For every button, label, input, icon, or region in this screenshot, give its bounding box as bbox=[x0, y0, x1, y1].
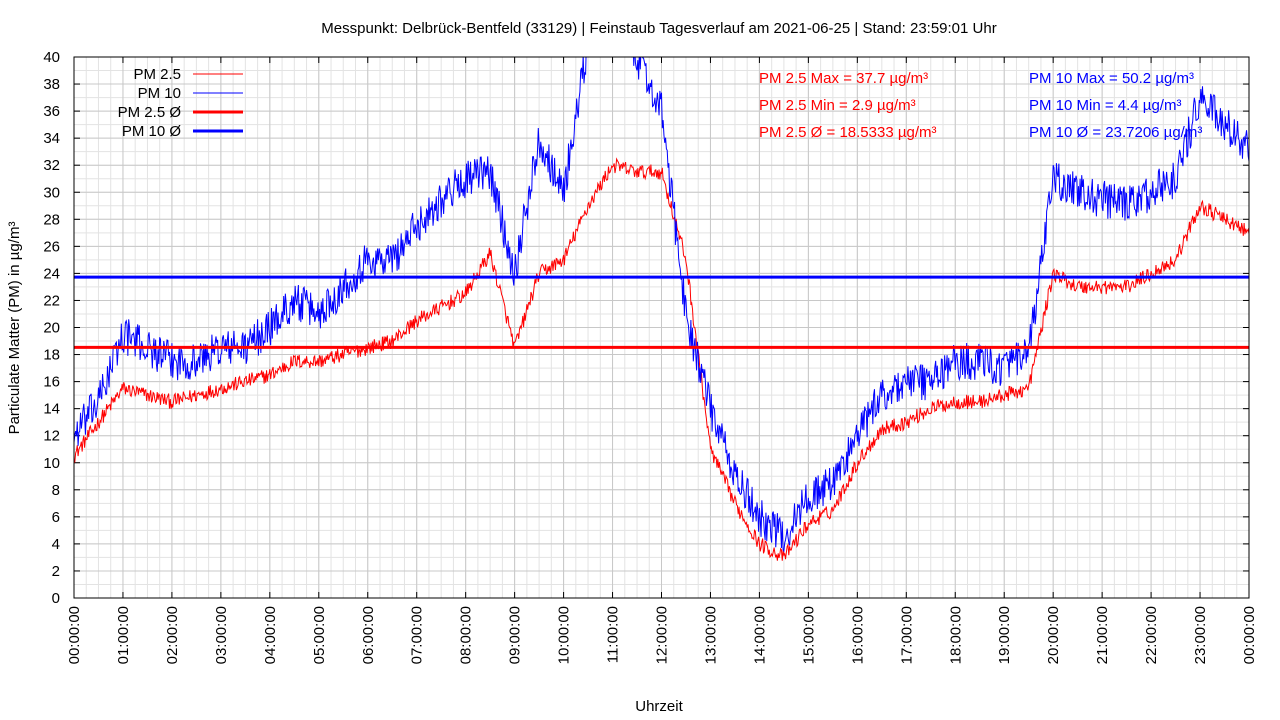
x-tick-label: 05:00:00 bbox=[311, 606, 328, 664]
y-tick-label: 22 bbox=[43, 292, 60, 309]
legend-label: PM 10 bbox=[138, 85, 181, 102]
x-tick-label: 07:00:00 bbox=[409, 606, 426, 664]
y-tick-label: 6 bbox=[52, 509, 60, 526]
x-tick-label: 10:00:00 bbox=[556, 606, 573, 664]
y-tick-label: 18 bbox=[43, 347, 60, 364]
x-tick-label: 04:00:00 bbox=[262, 606, 279, 664]
x-tick-label: 23:00:00 bbox=[1192, 606, 1209, 664]
y-tick-label: 38 bbox=[43, 76, 60, 93]
legend-label: PM 10 Ø bbox=[122, 123, 182, 140]
x-tick-label: 14:00:00 bbox=[751, 606, 768, 664]
x-tick-label: 08:00:00 bbox=[458, 606, 475, 664]
y-tick-label: 34 bbox=[43, 130, 60, 147]
series-lines bbox=[74, 57, 1249, 561]
annotation-text: PM 10 Max = 50.2 µg/m³ bbox=[1029, 70, 1194, 87]
x-tick-label: 12:00:00 bbox=[654, 606, 671, 664]
x-axis-ticks: 00:00:00 01:00:00 02:00:00 03:00:00 04:00:00… bbox=[66, 57, 1258, 664]
x-tick-label: 00:00:00 bbox=[1241, 606, 1258, 664]
y-tick-label: 40 bbox=[43, 49, 60, 66]
legend-label: PM 2.5 bbox=[133, 66, 181, 83]
annotations: PM 2.5 Max = 37.7 µg/m³ PM 2.5 Min = 2.9 … bbox=[759, 70, 1202, 141]
y-tick-label: 14 bbox=[43, 401, 60, 418]
x-tick-label: 15:00:00 bbox=[800, 606, 817, 664]
annotation-text: PM 10 Min = 4.4 µg/m³ bbox=[1029, 97, 1181, 114]
x-tick-label: 11:00:00 bbox=[605, 606, 622, 663]
y-tick-label: 8 bbox=[52, 482, 60, 499]
plot-frame bbox=[73, 56, 1250, 599]
annotation-text: PM 2.5 Min = 2.9 µg/m³ bbox=[759, 97, 916, 114]
y-axis-label: Particulate Matter (PM) in µg/m³ bbox=[6, 222, 23, 435]
y-tick-label: 2 bbox=[52, 563, 60, 580]
x-axis-label: Uhrzeit bbox=[635, 698, 683, 715]
y-tick-label: 28 bbox=[43, 211, 60, 228]
y-tick-label: 24 bbox=[43, 265, 60, 282]
annotation-text: PM 2.5 Ø = 18.5333 µg/m³ bbox=[759, 124, 936, 141]
annotation-text: PM 2.5 Max = 37.7 µg/m³ bbox=[759, 70, 928, 87]
y-tick-label: 26 bbox=[43, 238, 60, 255]
series-line-pm25 bbox=[74, 157, 1249, 561]
x-tick-label: 21:00:00 bbox=[1094, 606, 1111, 664]
x-tick-label: 22:00:00 bbox=[1143, 606, 1160, 664]
x-tick-label: 09:00:00 bbox=[507, 606, 524, 664]
x-tick-label: 16:00:00 bbox=[849, 606, 866, 664]
x-tick-label: 13:00:00 bbox=[702, 606, 719, 664]
y-tick-label: 30 bbox=[43, 184, 60, 201]
x-tick-label: 19:00:00 bbox=[996, 606, 1013, 664]
x-tick-label: 06:00:00 bbox=[360, 606, 377, 664]
y-tick-label: 10 bbox=[43, 455, 60, 472]
y-tick-label: 16 bbox=[43, 374, 60, 391]
x-tick-label: 03:00:00 bbox=[213, 606, 230, 664]
y-tick-label: 36 bbox=[43, 103, 60, 120]
y-tick-label: 20 bbox=[43, 320, 60, 337]
x-tick-label: 18:00:00 bbox=[947, 606, 964, 664]
legend-label: PM 2.5 Ø bbox=[118, 104, 182, 121]
chart-title: Messpunkt: Delbrück-Bentfeld (33129) | F… bbox=[321, 20, 996, 37]
x-tick-label: 01:00:00 bbox=[115, 606, 132, 664]
x-tick-label: 17:00:00 bbox=[898, 606, 915, 664]
annotation-text: PM 10 Ø = 23.7206 µg/m³ bbox=[1029, 124, 1202, 141]
legend: PM 2.5 PM 10 PM 2.5 Ø PM 10 Ø bbox=[118, 66, 243, 140]
y-tick-label: 32 bbox=[43, 157, 60, 174]
x-tick-label: 20:00:00 bbox=[1045, 606, 1062, 664]
y-tick-label: 12 bbox=[43, 428, 60, 445]
x-tick-label: 02:00:00 bbox=[164, 606, 181, 664]
x-tick-label: 00:00:00 bbox=[66, 606, 83, 664]
series-line-pm10 bbox=[74, 57, 1249, 553]
y-tick-label: 4 bbox=[52, 536, 60, 553]
y-tick-label: 0 bbox=[52, 590, 60, 607]
